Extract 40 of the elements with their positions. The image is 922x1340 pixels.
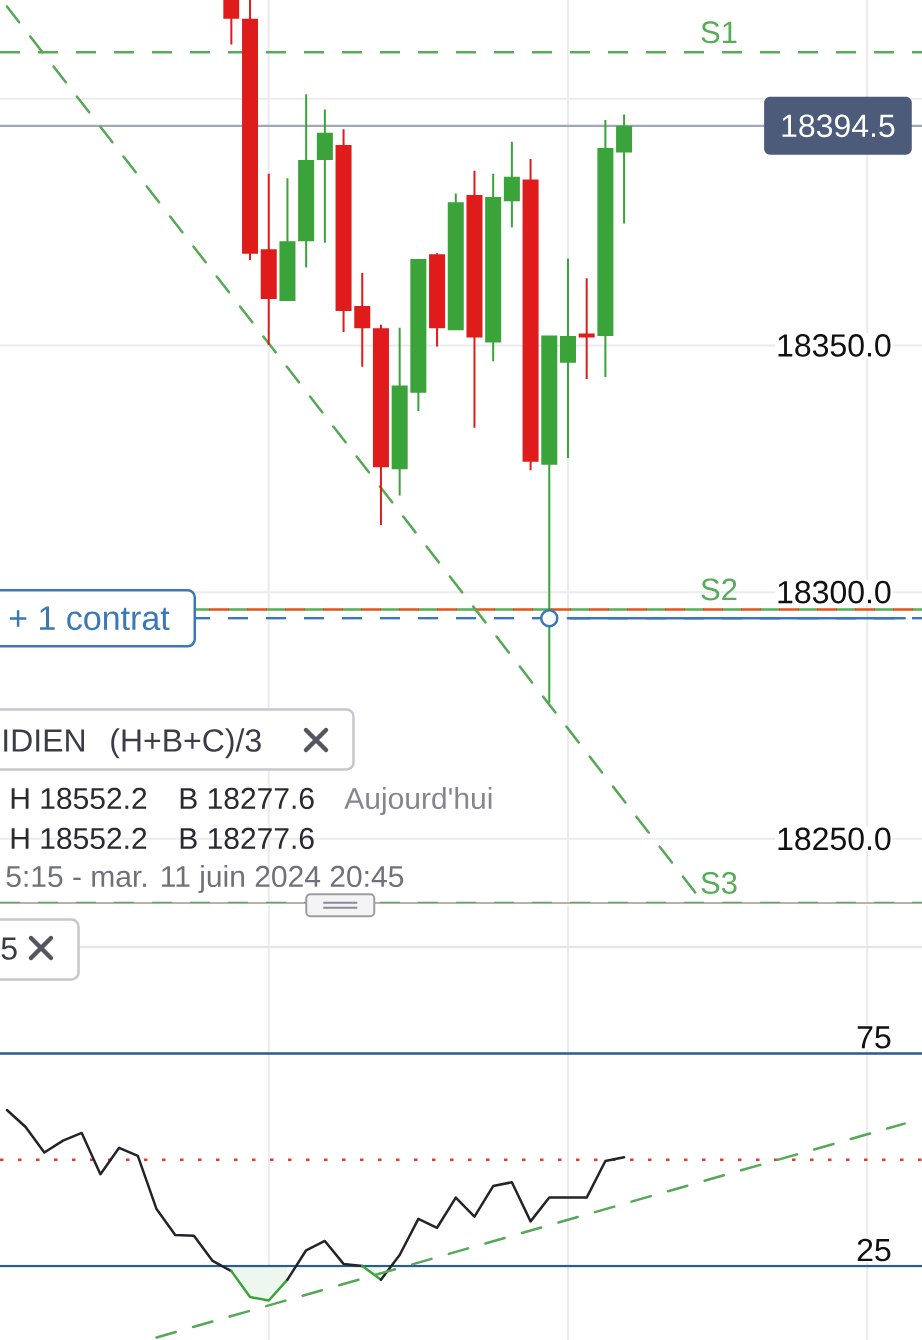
y-tick-label: 25 bbox=[857, 1238, 891, 1262]
candlestick bbox=[522, 158, 539, 471]
annotation: 5:15 - mar. 11 juin 2024 20:45 bbox=[6, 865, 404, 894]
candlestick bbox=[372, 324, 389, 526]
candlestick bbox=[485, 173, 502, 362]
candlestick bbox=[616, 114, 633, 224]
ref-line-label: S3 bbox=[701, 872, 737, 894]
annotation: (H+B+C)/3 bbox=[111, 728, 261, 759]
annotation: 5 bbox=[1, 937, 17, 960]
annotation: IDIEN bbox=[4, 729, 84, 752]
candlestick bbox=[354, 272, 371, 367]
candlestick bbox=[391, 327, 408, 496]
candlestick bbox=[447, 193, 464, 331]
y-tick-label: 18250.0 bbox=[778, 827, 891, 851]
candlestick bbox=[223, 0, 240, 45]
ref-line-label: 18394.5 bbox=[782, 114, 895, 138]
candlestick bbox=[335, 129, 352, 333]
y-tick-label: 18350.0 bbox=[778, 334, 891, 357]
annotation: B 18277.6 bbox=[180, 827, 314, 850]
annotation: H 18552.2 bbox=[11, 827, 147, 850]
candlestick bbox=[559, 258, 576, 458]
annotation: B 18277.6 bbox=[180, 787, 314, 810]
ref-line-label: S1 bbox=[701, 21, 737, 44]
y-tick-label: 75 bbox=[857, 1026, 891, 1049]
annotation: H 18552.2 bbox=[11, 787, 147, 810]
candlestick bbox=[316, 109, 333, 243]
candlestick bbox=[429, 253, 446, 347]
candlestick bbox=[597, 119, 614, 378]
candlestick bbox=[279, 178, 296, 302]
y-tick-label: 18300.0 bbox=[778, 580, 891, 604]
candlestick bbox=[503, 141, 520, 228]
candlestick bbox=[410, 259, 427, 412]
annotation: Aujourd'hui bbox=[344, 787, 492, 816]
candlestick bbox=[466, 170, 483, 428]
candlestick bbox=[298, 94, 315, 268]
candlestick bbox=[242, 0, 259, 261]
ref-line-label: + 1 contrat bbox=[9, 606, 170, 631]
candlestick bbox=[578, 278, 595, 379]
ref-line-label: S2 bbox=[701, 578, 737, 601]
candlestick bbox=[260, 173, 277, 345]
